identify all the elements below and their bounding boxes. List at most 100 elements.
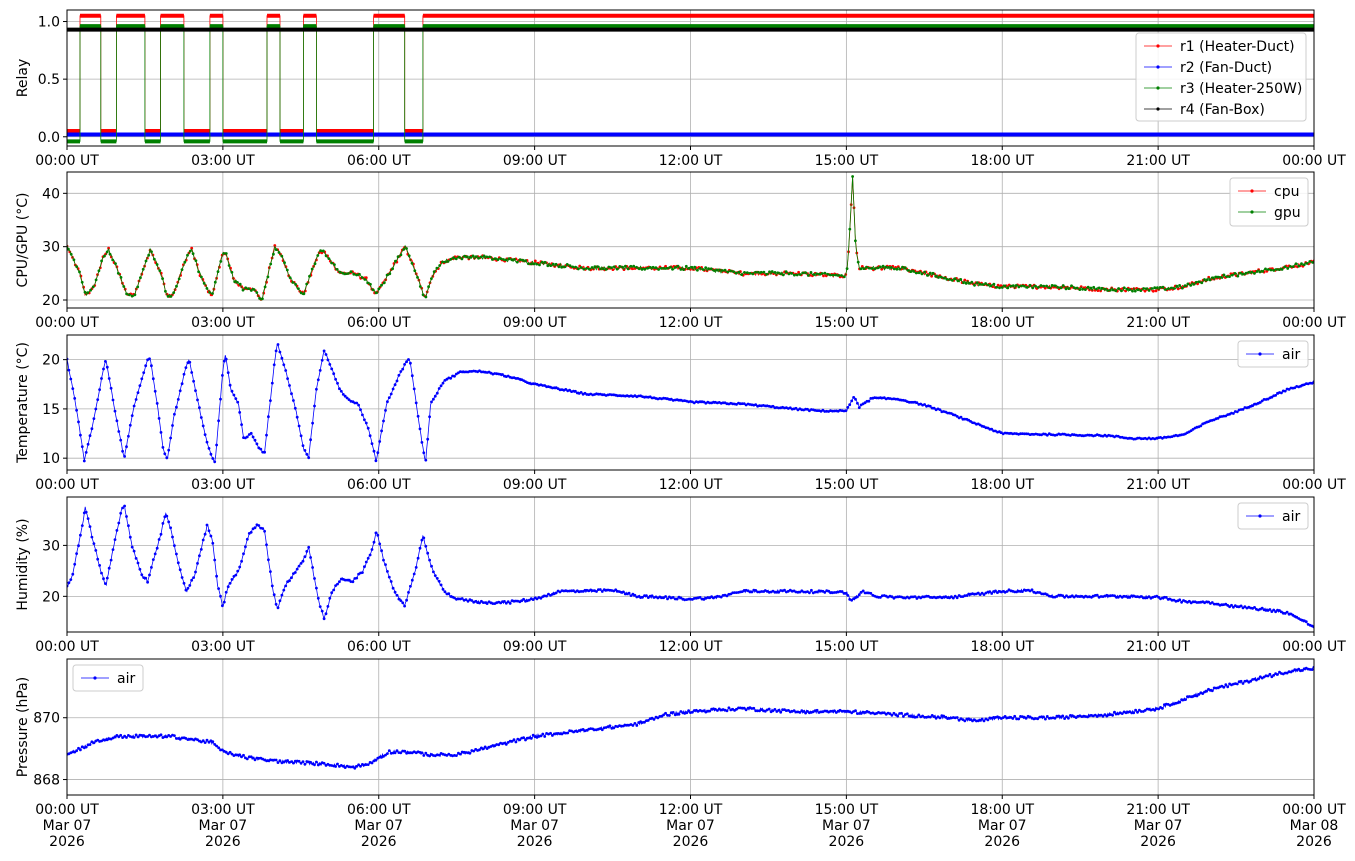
legend-entry: r3 (Heater-250W): [1144, 81, 1302, 97]
data-point: [324, 353, 328, 356]
data-point: [518, 738, 522, 742]
data-point: [848, 403, 852, 407]
data-point: [1095, 287, 1098, 291]
data-point: [196, 398, 199, 402]
data-point: [184, 366, 188, 369]
data-point: [510, 258, 514, 262]
data-point: [222, 359, 226, 363]
data-point: [157, 417, 161, 420]
data-point: [161, 446, 165, 449]
data-point: [370, 548, 374, 551]
data-point: [1244, 271, 1248, 275]
legend-marker: [1156, 107, 1160, 111]
data-point: [88, 434, 92, 438]
data-point: [224, 357, 228, 361]
data-point: [1045, 284, 1048, 288]
data-point: [783, 588, 786, 592]
data-point: [953, 277, 957, 281]
data-point: [1101, 714, 1105, 718]
data-point: [255, 291, 259, 294]
data-point: [1239, 604, 1243, 608]
data-point: [854, 709, 857, 713]
data-point: [384, 563, 387, 566]
data-point: [108, 252, 112, 256]
data-point: [280, 254, 284, 258]
data-point: [86, 291, 90, 294]
data-point: [405, 247, 408, 250]
data-point: [715, 268, 719, 272]
data-point: [1161, 285, 1165, 289]
data-point: [754, 270, 757, 274]
data-point: [501, 373, 504, 376]
data-point: [207, 447, 211, 450]
data-point: [125, 736, 128, 739]
data-point: [127, 293, 131, 297]
data-point: [880, 711, 884, 715]
data-point: [1030, 588, 1034, 592]
data-point: [1210, 601, 1214, 604]
data-point: [992, 282, 996, 286]
data-point: [401, 367, 405, 371]
data-point: [1285, 610, 1289, 614]
data-point: [303, 555, 307, 559]
data-point: [366, 763, 370, 766]
data-point: [333, 263, 336, 266]
data-point: [387, 575, 391, 579]
data-point: [1297, 667, 1301, 671]
data-point: [324, 612, 328, 616]
data-point: [153, 389, 157, 393]
data-point: [876, 266, 879, 270]
data-point: [779, 710, 783, 714]
data-point: [1169, 286, 1173, 290]
data-point: [368, 434, 372, 438]
data-point: [1072, 286, 1076, 290]
y-tick-label: 868: [33, 773, 60, 789]
data-point: [1164, 288, 1168, 291]
data-point: [478, 748, 481, 752]
data-point: [1207, 600, 1210, 604]
data-point: [514, 740, 518, 744]
data-point: [370, 761, 374, 765]
data-point: [913, 595, 917, 598]
data-point: [394, 259, 397, 263]
data-point: [191, 252, 195, 256]
data-point: [1097, 286, 1101, 290]
data-point: [1222, 414, 1226, 418]
data-point: [735, 707, 738, 711]
data-point: [1258, 401, 1262, 404]
data-point: [752, 706, 756, 710]
data-point: [565, 263, 569, 266]
data-point: [272, 363, 276, 367]
data-point: [399, 253, 403, 257]
data-point: [175, 552, 178, 556]
data-point: [100, 571, 103, 575]
data-point: [307, 456, 311, 460]
x-tick-label: 21:00 UT: [1126, 639, 1190, 655]
data-point: [506, 600, 510, 604]
data-point: [892, 267, 896, 271]
data-point: [506, 741, 510, 744]
data-point: [650, 594, 654, 598]
data-point: [71, 387, 75, 390]
data-point: [388, 272, 392, 276]
x-tick-label: 00:00 UT: [35, 153, 99, 169]
grid: [66, 497, 1315, 632]
data-point: [144, 259, 148, 263]
data-point: [1136, 288, 1140, 292]
data-point: [134, 733, 138, 737]
data-point: [654, 266, 658, 270]
data-point: [90, 427, 94, 431]
data-point: [283, 261, 286, 265]
data-point: [233, 280, 237, 284]
data-point: [111, 258, 115, 262]
data-point: [1274, 394, 1277, 397]
data-point: [590, 266, 594, 269]
data-point: [962, 281, 965, 285]
data-point: [449, 376, 453, 380]
panel-2: 20 30 40 00:00 UT 03:00 UT 06:00 UT 09:00 UT 12…: [15, 171, 1346, 331]
data-point: [499, 257, 503, 261]
x-tick-label: 09:00 UT: [503, 639, 567, 655]
data-point: [1295, 615, 1299, 619]
grid: [66, 172, 1315, 308]
data-point: [165, 735, 169, 739]
